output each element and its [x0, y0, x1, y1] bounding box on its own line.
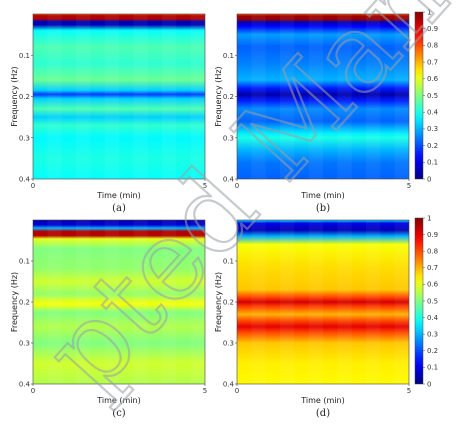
y-tick-label: 0.4 — [223, 176, 235, 184]
colorbar-tick-label: 0.1 — [427, 364, 438, 372]
colorbar-tick-label: 0.2 — [427, 142, 438, 150]
x-axis-label: Time (min) — [300, 191, 344, 200]
y-tick-label: 0.3 — [19, 340, 30, 348]
x-tick-label: 5 — [203, 182, 207, 190]
y-tick-label: 0.2 — [19, 93, 30, 101]
heatmap-time-column — [47, 14, 62, 179]
y-tick-label: 0.2 — [223, 299, 234, 307]
heatmap-time-column — [47, 220, 62, 384]
colorbar-tick-label: 0 — [427, 380, 431, 388]
heatmap-time-column — [76, 14, 91, 179]
heatmap-time-column — [251, 14, 266, 179]
heatmap-time-column — [104, 14, 119, 179]
x-axis-label: Time (min) — [300, 396, 344, 405]
heatmap-time-column — [280, 220, 295, 384]
y-tick-label: 0.3 — [223, 340, 234, 348]
panel-label: (d) — [316, 408, 330, 419]
y-tick-label: 0.2 — [223, 93, 234, 101]
heatmap-image — [237, 14, 409, 179]
colorbar-tick-label: 0.7 — [427, 58, 438, 66]
x-axis-label: Time (min) — [96, 396, 140, 405]
panel-label: (b) — [316, 203, 330, 214]
heatmap-time-column — [394, 220, 409, 384]
heatmap-time-column — [190, 220, 205, 384]
y-tick-label: 0.4 — [19, 381, 31, 389]
colorbar-tick-label: 0.4 — [427, 314, 439, 322]
heatmap-time-column — [104, 220, 119, 384]
panel-label: (c) — [112, 408, 126, 419]
heatmap-time-column — [133, 14, 148, 179]
colorbar — [414, 217, 424, 385]
panel-label: (a) — [112, 203, 126, 214]
heatmap-time-column — [162, 14, 177, 179]
heatmap-time-column — [251, 220, 266, 384]
colorbar-tick-label: 0.1 — [427, 159, 438, 167]
x-tick-label: 0 — [235, 182, 239, 190]
x-tick-label: 0 — [31, 182, 35, 190]
heatmap-image — [33, 14, 205, 179]
colorbar-tick-label: 0.5 — [427, 297, 438, 305]
heatmap-time-column — [366, 220, 381, 384]
y-axis-label: Frequency (Hz) — [214, 272, 223, 332]
heatmap-time-column — [308, 14, 323, 179]
colorbar-tick-label: 0.6 — [427, 281, 439, 289]
colorbar-tick-label: 0.5 — [427, 92, 438, 100]
y-axis-label: Frequency (Hz) — [10, 66, 19, 126]
colorbar-tick-label: 0 — [427, 175, 431, 183]
y-tick-label: 0.4 — [19, 176, 31, 184]
heatmap-image — [237, 220, 409, 384]
colorbar-tick-label: 0.8 — [427, 248, 438, 256]
heatmap-time-column — [337, 220, 352, 384]
colorbar-tick-label: 0.9 — [427, 231, 438, 239]
heatmap-image — [33, 220, 205, 384]
x-tick-label: 0 — [235, 387, 239, 395]
heatmap-time-column — [366, 14, 381, 179]
heatmap-panel-1: 0.1 0.2 0.3 0.40 5 Time (min) Frequency (Hz) (a… — [10, 13, 207, 214]
colorbar-tick-label: 0.9 — [427, 25, 438, 33]
x-tick-label: 0 — [31, 387, 35, 395]
heatmap-time-column — [190, 14, 205, 179]
heatmap-panel-3: 0.1 0.2 0.3 0.40 5 Time (min) Frequency (Hz) (c… — [10, 219, 207, 419]
colorbar-tick-label: 0.6 — [427, 75, 439, 83]
y-tick-label: 0.3 — [223, 134, 234, 142]
colorbar-tick-label: 0.2 — [427, 347, 438, 355]
y-tick-label: 0.1 — [223, 52, 234, 60]
y-tick-label: 0.1 — [19, 258, 30, 266]
y-axis-label: Frequency (Hz) — [10, 272, 19, 332]
y-tick-label: 0.3 — [19, 134, 30, 142]
colorbar-tick-label: 0.3 — [427, 125, 438, 133]
y-tick-label: 0.4 — [223, 381, 235, 389]
y-tick-label: 0.1 — [223, 258, 234, 266]
heatmap-time-column — [337, 14, 352, 179]
heatmap-time-column — [280, 14, 295, 179]
heatmap-time-column — [394, 14, 409, 179]
colorbar-tick-label: 1 — [427, 8, 431, 16]
x-tick-label: 5 — [407, 182, 411, 190]
x-axis-label: Time (min) — [96, 191, 140, 200]
colorbar-tick-label: 0.7 — [427, 264, 438, 272]
heatmap-time-column — [162, 220, 177, 384]
y-tick-label: 0.2 — [19, 299, 30, 307]
colorbar-tick-label: 0.3 — [427, 331, 438, 339]
heatmap-time-column — [133, 220, 148, 384]
colorbar-tick-label: 0.4 — [427, 109, 439, 117]
x-tick-label: 5 — [203, 387, 207, 395]
x-tick-label: 5 — [407, 387, 411, 395]
y-axis-label: Frequency (Hz) — [214, 66, 223, 126]
heatmap-time-column — [76, 220, 91, 384]
colorbar-tick-label: 1 — [427, 214, 431, 222]
heatmap-time-column — [308, 220, 323, 384]
y-tick-label: 0.1 — [19, 52, 30, 60]
colorbar-tick-label: 0.8 — [427, 42, 438, 50]
